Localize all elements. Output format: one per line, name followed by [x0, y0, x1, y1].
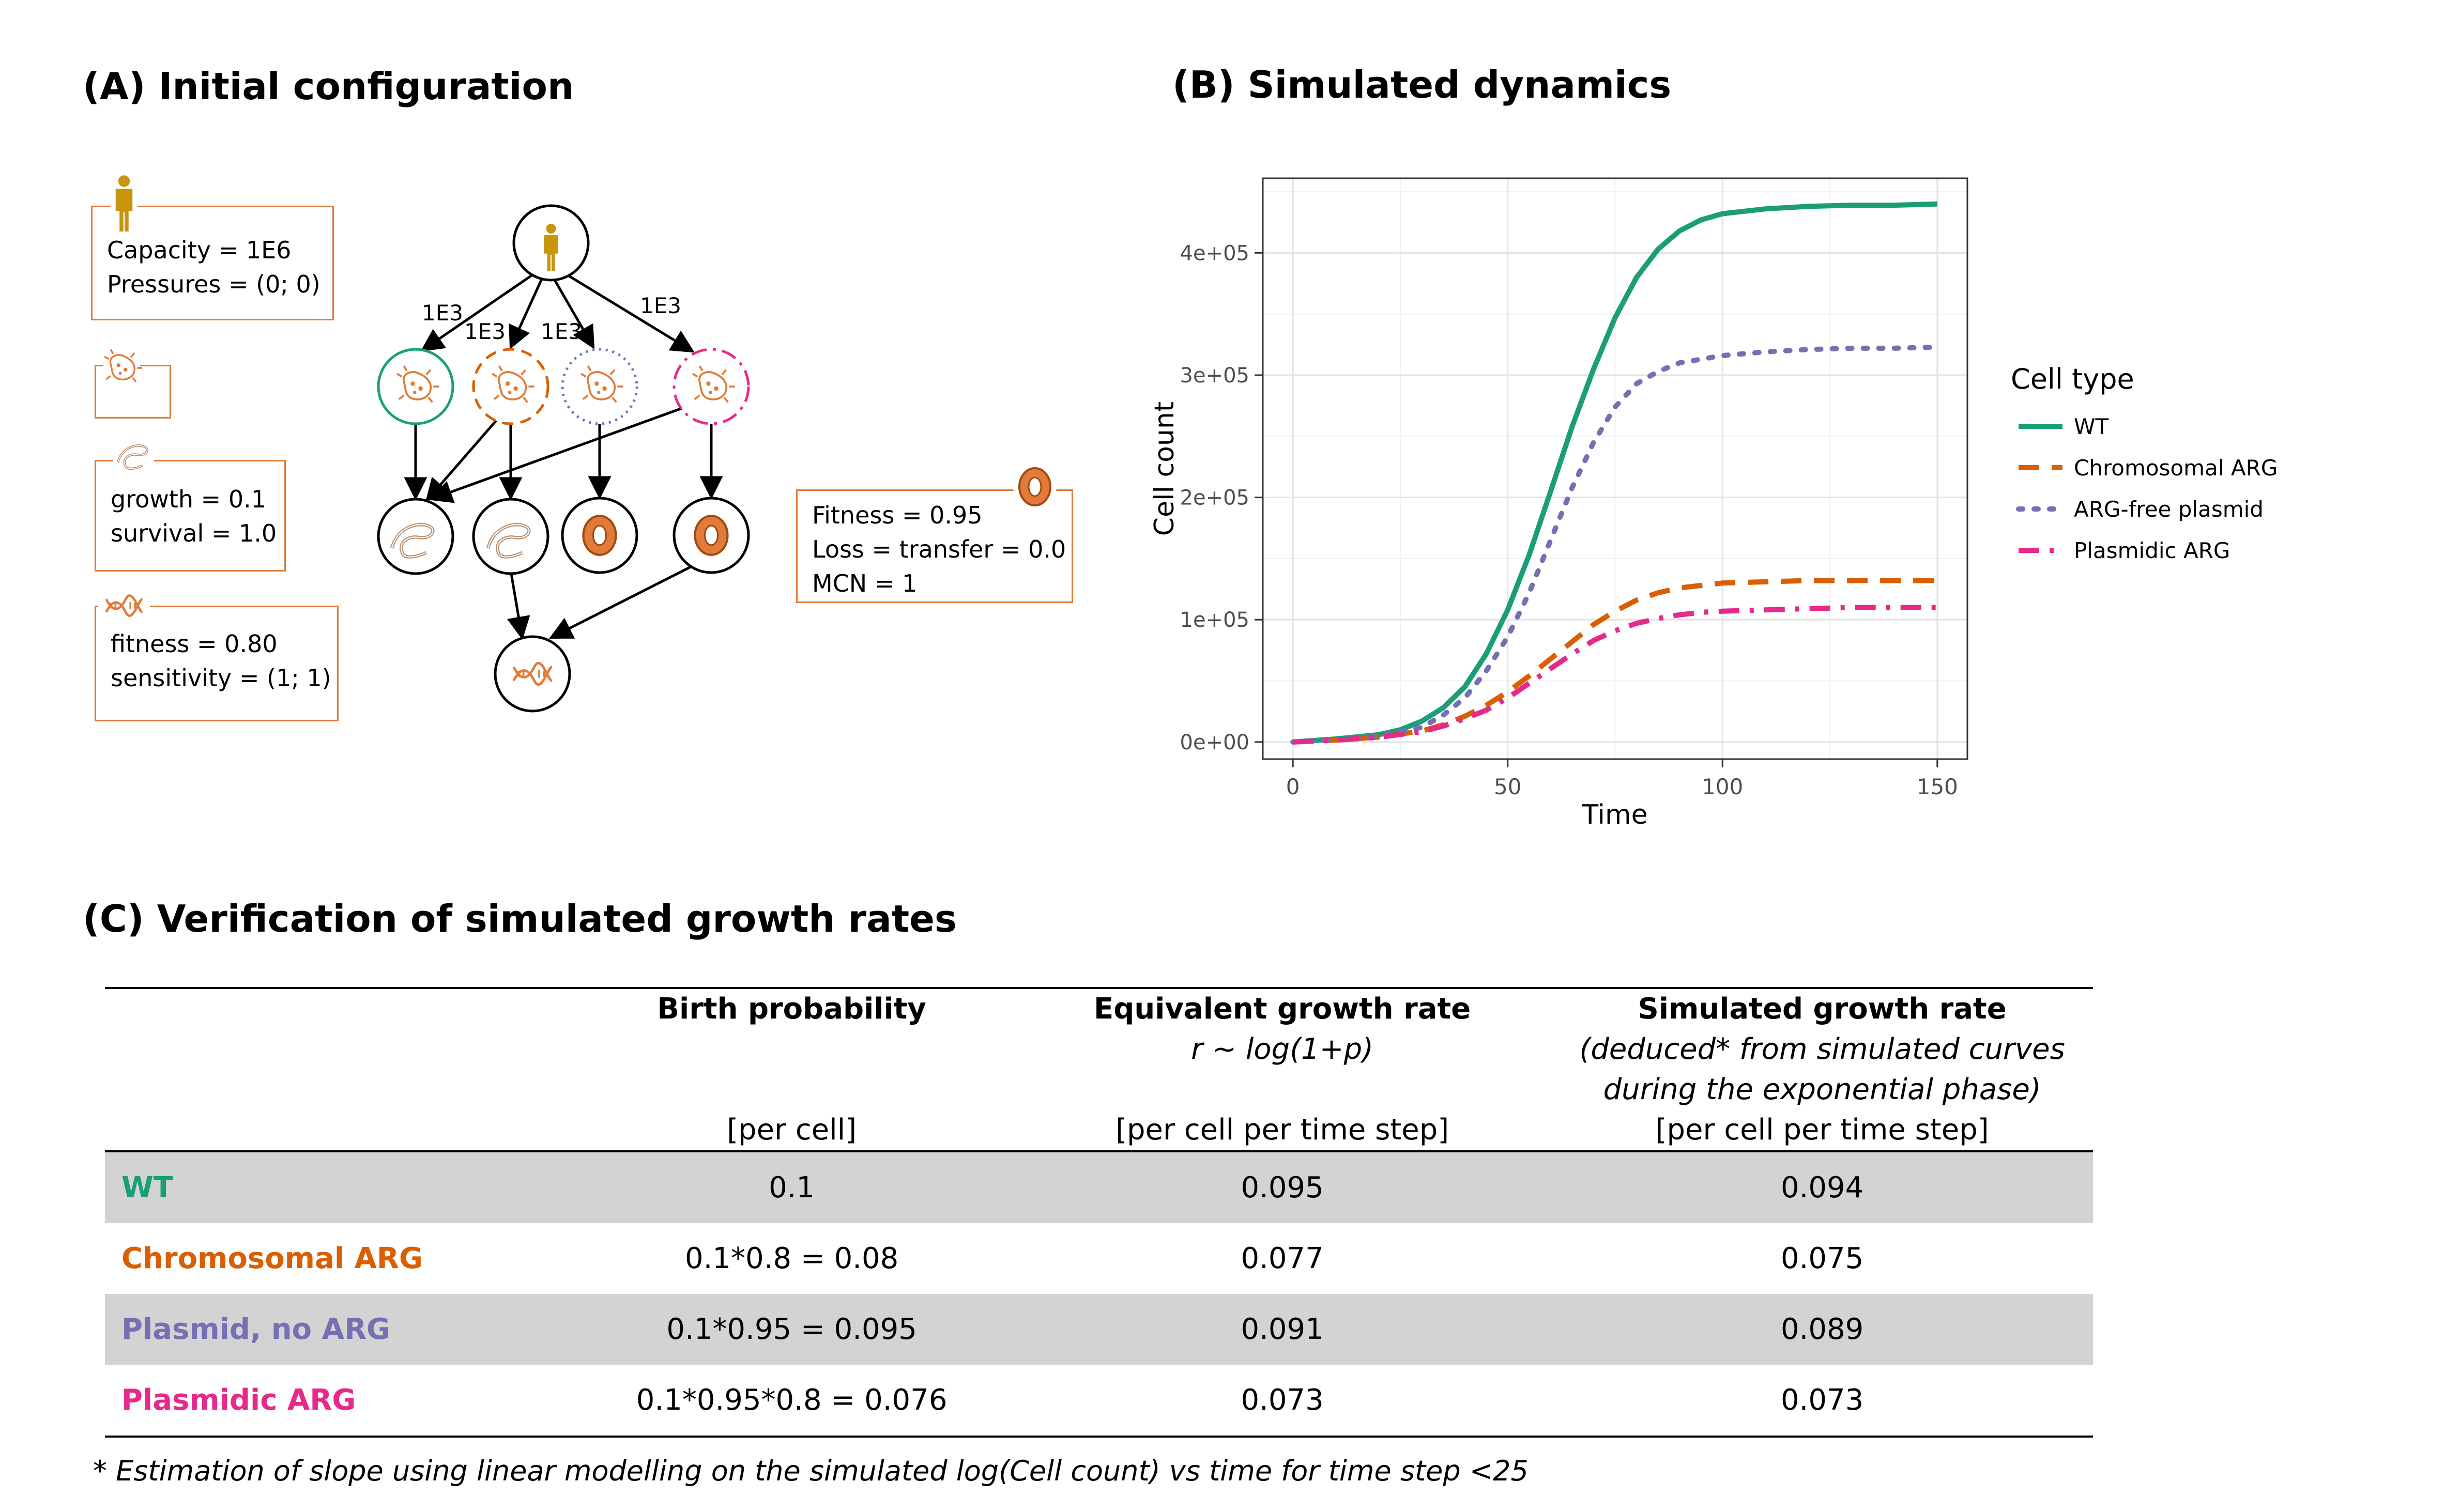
table-row-plasmid-no-arg: Plasmid, no ARG 0.1*0.95 = 0.095 0.091 0…	[105, 1294, 2093, 1365]
chart-series-lines	[1290, 201, 1940, 745]
y-tick-label: 3e+05	[1180, 364, 1249, 388]
cell-simulated: 0.089	[1551, 1294, 2093, 1365]
x-tick-label: 150	[1917, 774, 1958, 799]
survival-text: survival = 1.0	[111, 519, 277, 547]
chart-axes: 0 50 100 150 0e+00 1e+05 2e+05 3e+05 4e+05	[1180, 241, 1958, 799]
row-label-chromosomal-arg: Chromosomal ARG	[121, 1242, 423, 1275]
growth-rate-table: Birth probability [per cell] Equivalent …	[105, 987, 2093, 1438]
legend-title: Cell type	[2011, 363, 2134, 395]
series-line-3	[1292, 605, 1937, 745]
cell-simulated: 0.073	[1780, 1383, 1864, 1417]
plasmid-mcn-text: MCN = 1	[812, 569, 918, 597]
cell-simulated: 0.075	[1780, 1242, 1864, 1275]
row-label-plasmidic-arg: Plasmidic ARG	[121, 1383, 356, 1417]
row-label-plasmid-no-arg: Plasmid, no ARG	[105, 1294, 571, 1365]
cell-birth: 0.1*0.95 = 0.095	[570, 1294, 1014, 1365]
plasmid-loss-text: Loss = transfer = 0.0	[812, 535, 1066, 563]
cell-birth: 0.1*0.95*0.8 = 0.076	[636, 1383, 948, 1417]
series-line-0	[1292, 201, 1937, 745]
table-footnote: * Estimation of slope using linear model…	[93, 1455, 1529, 1487]
table-row-wt: WT 0.1 0.095 0.094	[105, 1151, 2093, 1223]
header-simulated-title: Simulated growth rate	[1638, 992, 2007, 1026]
panel-b-title: (B) Simulated dynamics	[1172, 63, 1672, 106]
cell-equivalent: 0.091	[1013, 1294, 1552, 1365]
header-simulated-note-1: (deduced* from simulated curves	[1579, 1032, 2065, 1066]
growth-text: growth = 0.1	[111, 485, 266, 513]
host-pressures-text: Pressures = (0; 0)	[107, 270, 320, 298]
row-label-wt: WT	[105, 1151, 571, 1223]
y-tick-label: 2e+05	[1180, 486, 1249, 510]
header-birth-title: Birth probability	[657, 992, 926, 1026]
host-capacity-text: Capacity = 1E6	[107, 236, 292, 264]
chromosome-config-box: growth = 0.1 survival = 1.0	[95, 460, 286, 572]
cell-birth: 0.1	[570, 1151, 1014, 1223]
cell-equivalent: 0.095	[1013, 1151, 1552, 1223]
header-simulated-growth-rate: Simulated growth rate (deduced* from sim…	[1551, 988, 2093, 1151]
panel-c-title: (C) Verification of simulated growth rat…	[83, 897, 957, 940]
header-equivalent-title: Equivalent growth rate	[1094, 992, 1471, 1026]
cell-equivalent: 0.073	[1241, 1383, 1324, 1417]
plot-panel-border	[1262, 177, 1968, 760]
y-tick-label: 0e+00	[1180, 731, 1249, 754]
header-label-column	[105, 988, 570, 1151]
x-axis-label: Time	[1581, 799, 1647, 830]
x-tick-label: 0	[1286, 774, 1300, 799]
chart-legend: Cell type WT Chromosomal ARG ARG-free plas…	[2011, 363, 2278, 563]
header-equivalent-unit: [per cell per time step]	[1115, 1113, 1449, 1147]
legend-label-1: Chromosomal ARG	[2074, 455, 2278, 481]
table-row-chromosomal-arg: Chromosomal ARG 0.1*0.8 = 0.08 0.077 0.0…	[105, 1223, 2093, 1294]
y-axis-label: Cell count	[1149, 402, 1180, 536]
header-equivalent-formula: r ~ log(1+p)	[1191, 1032, 1373, 1066]
cell-birth: 0.1*0.8 = 0.08	[684, 1242, 899, 1275]
header-birth-unit: [per cell]	[727, 1113, 857, 1147]
series-line-2	[1290, 344, 1940, 745]
panel-a-title: (A) Initial configuration	[83, 65, 574, 108]
sensitivity-text: sensitivity = (1; 1)	[111, 664, 331, 692]
chart-grid	[1263, 178, 1967, 759]
plasmid-fitness-text: Fitness = 0.95	[812, 501, 983, 529]
fitness-text: fitness = 0.80	[111, 630, 278, 658]
header-simulated-unit: [per cell per time step]	[1655, 1113, 1989, 1147]
cell-simulated: 0.094	[1551, 1151, 2093, 1223]
table-row-plasmidic-arg: Plasmidic ARG 0.1*0.95*0.8 = 0.076 0.073…	[105, 1365, 2093, 1437]
y-tick-label: 4e+05	[1180, 241, 1249, 265]
header-simulated-note-2: during the exponential phase)	[1603, 1073, 2041, 1106]
legend-label-2: ARG-free plasmid	[2074, 497, 2264, 522]
header-birth-probability: Birth probability [per cell]	[570, 988, 1013, 1151]
plasmid-config-box: Fitness = 0.95 Loss = transfer = 0.0 MCN…	[796, 489, 1073, 603]
header-equivalent-growth-rate: Equivalent growth rate r ~ log(1+p) [per…	[1013, 988, 1551, 1151]
gene-config-box: fitness = 0.80 sensitivity = (1; 1)	[95, 606, 339, 721]
x-tick-label: 100	[1702, 774, 1743, 799]
y-tick-label: 1e+05	[1180, 608, 1249, 632]
x-tick-label: 50	[1494, 774, 1521, 799]
cell-equivalent: 0.077	[1241, 1242, 1324, 1275]
legend-label-3: Plasmidic ARG	[2074, 538, 2230, 563]
legend-label-0: WT	[2074, 414, 2109, 439]
